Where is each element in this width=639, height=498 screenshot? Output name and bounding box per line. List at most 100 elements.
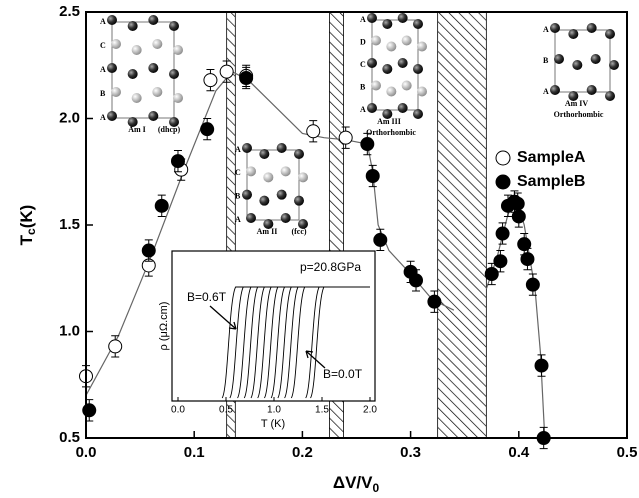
atom [371, 80, 381, 91]
atom [263, 219, 274, 229]
atom [397, 13, 408, 23]
data-point [82, 403, 97, 418]
resistance-curve [277, 286, 370, 399]
atom [367, 13, 377, 23]
atom [371, 35, 381, 46]
atom [401, 35, 412, 46]
structure-name: Am I [128, 125, 146, 134]
atom [148, 63, 159, 73]
structure-name: Am IV [565, 99, 589, 108]
inset-y-label: ρ (μΩ.cm) [158, 302, 170, 351]
atom [276, 143, 287, 153]
crystal-cell [371, 19, 419, 111]
data-point [495, 226, 510, 241]
x-label-sub: 0 [372, 481, 379, 495]
y-tick-label: 1.0 [59, 322, 80, 339]
plot-frame [85, 11, 628, 439]
data-point [373, 232, 388, 247]
plot: 0.0 0.1 0.2 0.3 0.4 0.5 0.5 1.0 1.5 2.0 2.5 SampleA… [59, 3, 637, 461]
data-point [219, 64, 234, 79]
atom [107, 63, 117, 73]
atom [127, 21, 138, 31]
y-label-rest: (K) [17, 205, 36, 229]
atom [127, 69, 138, 79]
atom [550, 23, 560, 33]
inset: 0.0 0.5 1.0 1.5 2.0 T (K) ρ (μΩ.cm) p=20.8GPa B=… [158, 250, 377, 430]
atom [259, 195, 270, 206]
y-tick-label: 2.0 [59, 109, 80, 126]
atom [590, 54, 601, 64]
x-tick-label: 0.1 [184, 444, 205, 461]
atom [609, 60, 619, 70]
y-axis-label: Tc(K) [17, 205, 38, 246]
resistance-curve [229, 286, 370, 399]
atom [382, 19, 393, 29]
atom [127, 117, 138, 127]
data-point [511, 209, 526, 224]
atom [148, 111, 159, 121]
resistance-curve [257, 286, 370, 399]
resistance-curve [305, 286, 370, 399]
stacking-letter: C [360, 60, 366, 69]
inset-field-low: B=0.0T [323, 367, 363, 381]
data-point [239, 71, 254, 86]
atom [111, 39, 121, 49]
legend-marker [495, 150, 511, 166]
structure-name: Am III [377, 117, 401, 126]
atom [413, 64, 423, 74]
atom [386, 86, 397, 97]
atom [605, 29, 615, 39]
stacking-letter: A [360, 15, 366, 24]
shaded-region [437, 11, 487, 439]
atom [107, 111, 117, 121]
inset-x-tick-label: 0.5 [219, 405, 233, 416]
data-point [510, 196, 525, 211]
data-point [493, 254, 508, 269]
atom [397, 103, 408, 113]
data-point [306, 124, 321, 139]
atom [294, 195, 304, 206]
atom [382, 64, 393, 74]
resistance-curve [284, 286, 370, 399]
atom [152, 39, 163, 49]
stacking-letter: A [235, 145, 241, 154]
atom [276, 189, 287, 200]
stacking-letter: A [360, 105, 366, 114]
crystal-structures: A C A B A Am I (dhcp) A C B A Am II (fcc) A D C B A Am III… [100, 13, 619, 236]
data-point [200, 122, 215, 137]
stacking-letter: D [360, 37, 366, 46]
atom [401, 80, 412, 91]
crystal-cell [111, 21, 175, 119]
inset-x-tick-label: 2.0 [363, 405, 377, 416]
arrow [209, 305, 237, 330]
atom [397, 58, 408, 68]
atom [169, 117, 179, 127]
atom [242, 143, 252, 153]
atom [568, 29, 579, 39]
atom [386, 41, 397, 52]
atom [280, 166, 291, 177]
structure-note: (fcc) [291, 227, 306, 236]
atom [554, 54, 564, 64]
y-tick-label: 2.5 [59, 3, 80, 20]
atom [367, 58, 377, 68]
atom [246, 166, 256, 177]
inset-field-high: B=0.6T [187, 290, 227, 304]
atom [173, 45, 183, 55]
atom [586, 85, 597, 95]
atom [111, 87, 121, 97]
y-label-main: T [17, 234, 36, 245]
stacking-letter: A [543, 25, 549, 34]
stacking-letter: A [543, 87, 549, 96]
arrow [305, 350, 326, 369]
data-point [534, 358, 549, 373]
resistance-curve [221, 286, 370, 399]
stacking-letter: B [543, 56, 549, 65]
atom [586, 23, 597, 33]
inset-x-tick-label: 1.0 [267, 405, 281, 416]
legend-label: SampleA [517, 149, 586, 166]
stacking-letter: B [235, 191, 241, 200]
x-axis-label: ΔV/V0 [333, 473, 380, 495]
data-point [525, 277, 540, 292]
